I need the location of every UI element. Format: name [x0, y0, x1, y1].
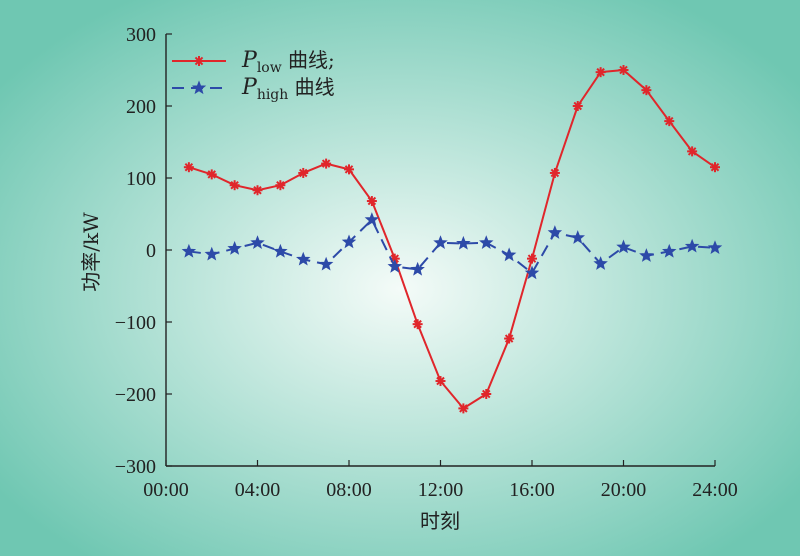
data-point-high	[570, 230, 585, 244]
data-point-high	[227, 240, 242, 255]
data-point-high	[341, 234, 357, 249]
data-point-high	[296, 251, 311, 266]
data-point-low	[298, 167, 309, 178]
data-point-low	[618, 65, 629, 75]
legend-marker-shape	[194, 56, 204, 66]
data-point-high	[204, 246, 219, 261]
legend: Plow 曲线; Phigh 曲线	[172, 48, 335, 103]
x-tick-label: 24:00	[692, 479, 738, 501]
legend-label-low: Plow 曲线;	[241, 48, 335, 76]
data-point-low	[710, 162, 720, 173]
y-tick-label: 100	[126, 168, 156, 190]
data-point-high	[456, 235, 471, 250]
data-point-low	[549, 167, 560, 178]
data-point-high	[433, 235, 448, 249]
legend-marker-shape	[191, 80, 207, 95]
data-point-low	[504, 333, 515, 344]
data-point-high	[547, 225, 563, 239]
data-point-low	[572, 101, 583, 111]
data-point-high	[524, 265, 540, 280]
data-point-high	[639, 248, 654, 262]
data-point-high	[387, 258, 402, 273]
data-point-low	[412, 319, 423, 330]
x-tick-label: 04:00	[235, 479, 281, 501]
y-tick-label: 300	[126, 24, 156, 46]
data-point-low	[458, 403, 469, 414]
data-point-low	[366, 196, 377, 207]
x-tick-label: 16:00	[509, 479, 555, 501]
data-point-high	[250, 235, 265, 249]
y-tick-label: −100	[115, 312, 156, 334]
data-point-high	[273, 243, 288, 258]
data-point-high	[479, 235, 494, 249]
data-point-low	[664, 116, 675, 127]
data-point-low	[229, 180, 240, 191]
data-point-low	[527, 253, 537, 264]
legend-entry-high: Phigh 曲线	[172, 75, 335, 103]
y-axis-label: 功率/kW	[79, 212, 103, 292]
data-point-high	[593, 256, 608, 270]
data-point-low	[321, 158, 332, 169]
data-point-low	[641, 85, 652, 96]
data-point-low	[595, 67, 606, 78]
data-point-low	[687, 146, 698, 157]
data-point-high	[501, 247, 517, 262]
x-tick-label: 08:00	[326, 479, 372, 501]
legend-entry-low: Plow 曲线;	[172, 48, 335, 76]
x-tick-label: 00:00	[143, 479, 189, 501]
data-point-low	[344, 164, 354, 175]
data-point-high	[684, 238, 700, 253]
y-tick-label: 0	[146, 240, 156, 262]
data-point-low	[206, 169, 217, 180]
y-tick-label: 200	[126, 96, 156, 118]
data-point-high	[707, 240, 723, 254]
data-point-high	[181, 243, 197, 258]
data-point-low	[183, 162, 194, 173]
series-low	[183, 65, 720, 414]
data-point-high	[662, 243, 677, 258]
y-tick-label: −300	[115, 456, 156, 478]
data-point-high	[616, 239, 631, 254]
data-point-low	[275, 180, 286, 191]
legend-marker-low	[194, 56, 204, 66]
y-tick-label: −200	[115, 384, 156, 406]
series-line-high	[188, 218, 716, 275]
x-tick-label: 20:00	[601, 479, 647, 501]
legend-label-high: Phigh 曲线	[241, 75, 335, 103]
x-tick-label: 12:00	[418, 479, 464, 501]
data-point-high	[364, 212, 380, 226]
data-point-high	[318, 256, 334, 271]
series-high	[181, 212, 723, 280]
data-point-low	[435, 376, 446, 387]
data-point-low	[481, 389, 492, 399]
series-layer	[181, 65, 723, 414]
data-point-low	[252, 185, 263, 196]
x-axis-label: 时刻	[420, 509, 460, 533]
legend-marker-high	[191, 80, 207, 95]
data-point-high	[410, 261, 425, 276]
tick-marks	[165, 33, 716, 467]
